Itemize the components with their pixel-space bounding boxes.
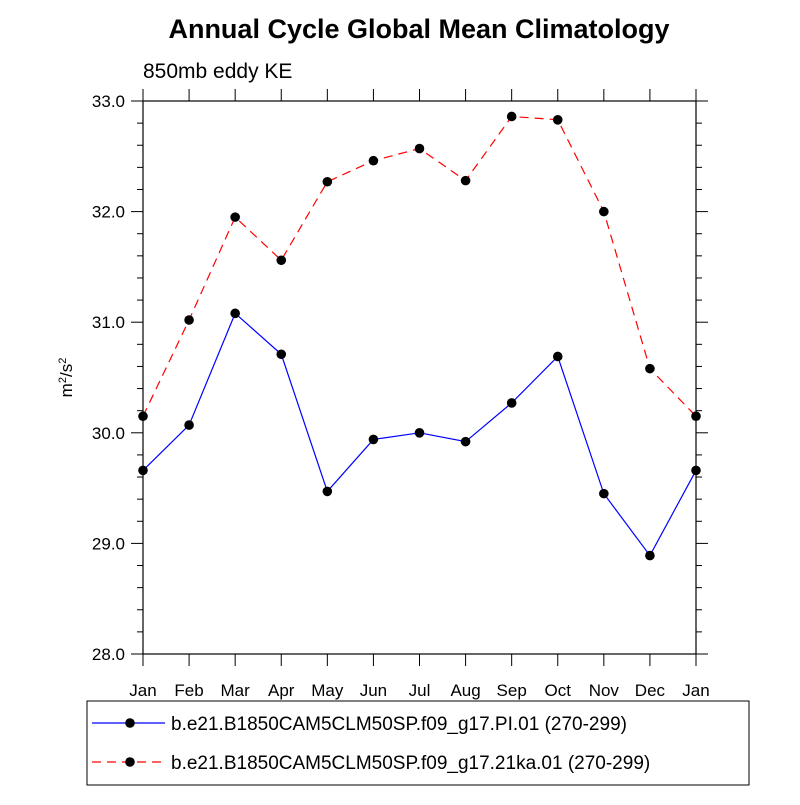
x-tick-label: Jan xyxy=(682,681,709,700)
x-tick-label: Oct xyxy=(545,681,572,700)
series-2-point xyxy=(276,255,287,266)
series-1-point xyxy=(368,434,379,445)
x-tick-label: May xyxy=(311,681,344,700)
x-tick-label: Dec xyxy=(635,681,666,700)
y-tick-label: 32.0 xyxy=(92,203,125,222)
series-2-point xyxy=(506,111,517,122)
y-tick-label: 30.0 xyxy=(92,424,125,443)
legend-label-2: b.e21.B1850CAM5CLM50SP.f09_g17.21ka.01 (… xyxy=(171,753,650,774)
series-1-point xyxy=(506,398,517,408)
legend-label-1: b.e21.B1850CAM5CLM50SP.f09_g17.PI.01 (27… xyxy=(171,714,627,735)
legend-marker-1 xyxy=(125,718,135,728)
series-2-point xyxy=(184,315,194,325)
series-2-point xyxy=(691,411,701,422)
series-2-point xyxy=(599,206,609,217)
legend: b.e21.B1850CAM5CLM50SP.f09_g17.PI.01 (27… xyxy=(86,700,750,786)
x-tick-label: Aug xyxy=(450,681,480,700)
series-1-point xyxy=(230,308,240,319)
legend-box xyxy=(86,700,750,786)
series-1-point xyxy=(599,488,609,499)
series-2-point xyxy=(368,155,379,166)
series-2-point xyxy=(230,212,240,222)
series-2-point xyxy=(552,115,563,125)
series-1-point xyxy=(460,436,471,447)
series-1-point xyxy=(138,465,148,476)
x-tick-label: Sep xyxy=(497,681,527,700)
series-1-point xyxy=(691,465,701,476)
series-2-point xyxy=(322,176,333,187)
x-tick-label: Apr xyxy=(268,681,295,700)
series-1-point xyxy=(645,550,655,561)
plot-area: 28.0 29.0 30.0 31.0 32.0 33.0 Jan Feb Mar Apr May J… xyxy=(57,89,710,700)
series-2-point xyxy=(645,363,655,374)
x-tick-label: Nov xyxy=(589,681,620,700)
y-tick-label: 29.0 xyxy=(92,534,125,553)
y-tick-label: 33.0 xyxy=(92,92,125,111)
series-1-point xyxy=(552,351,563,362)
chart-subtitle: 850mb eddy KE xyxy=(143,60,292,83)
y-tick-label: 28.0 xyxy=(92,645,125,664)
series-1-point xyxy=(276,349,287,360)
x-tick-label: Jan xyxy=(129,681,156,700)
y-axis-label: m2/s2 xyxy=(57,358,76,398)
series-1-point xyxy=(322,486,333,497)
x-tick-label: Jun xyxy=(360,681,387,700)
chart-title: Annual Cycle Global Mean Climatology xyxy=(168,14,669,44)
x-tick-label: Mar xyxy=(221,681,251,700)
x-tick-label: Jul xyxy=(409,681,431,700)
y-tick-label: 31.0 xyxy=(92,313,125,332)
x-tick-label: Feb xyxy=(174,681,203,700)
series-1-point xyxy=(414,428,425,438)
series-line-2 xyxy=(142,115,697,417)
series-1-point xyxy=(184,420,194,430)
series-2-point xyxy=(460,175,471,186)
series-2-point xyxy=(414,143,425,154)
plot-frame xyxy=(142,100,697,655)
legend-marker-2 xyxy=(125,757,135,767)
series-2-point xyxy=(138,411,148,422)
